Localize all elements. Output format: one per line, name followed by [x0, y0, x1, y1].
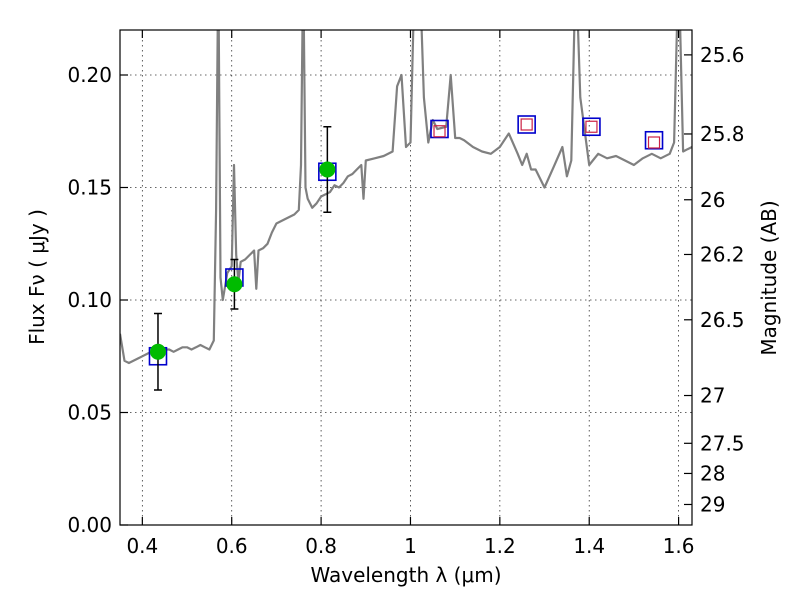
x-tick-label: 1.4 [573, 534, 605, 558]
y-tick-label: 0.05 [67, 401, 112, 425]
observed-point [149, 343, 166, 360]
upper-limit-point [433, 125, 446, 138]
model-band-point [430, 119, 449, 139]
model-band-point [644, 130, 664, 150]
mag-tick-label: 25.6 [700, 43, 745, 67]
observed-point [226, 276, 243, 293]
grid-lines [120, 30, 692, 526]
x-tick-label: 0.6 [216, 534, 248, 558]
x-tick-label: 1 [404, 534, 417, 558]
mag-tick-label: 25.8 [700, 122, 745, 146]
y-tick-label: 0.15 [67, 176, 112, 200]
y-axis-label: Flux Fν ( μJy ) [25, 209, 49, 345]
mag-tick-label: 27 [700, 384, 725, 408]
y-tick-label: 0.20 [67, 63, 112, 87]
mag-tick-label: 26.2 [700, 242, 745, 266]
upper-limit-point [647, 136, 661, 149]
model-band-point [582, 117, 601, 137]
plot-series [120, 30, 692, 365]
y2-axis-label: Magnitude (AB) [757, 200, 781, 355]
mag-tick-label: 29 [700, 492, 725, 516]
plot-markers [148, 115, 664, 391]
x-tick-label: 0.4 [126, 534, 158, 558]
model-band-point [517, 115, 536, 134]
mag-tick-label: 26.5 [700, 308, 745, 332]
model-spectrum-line [120, 30, 692, 365]
y-tick-label: 0.00 [67, 513, 112, 537]
x-axis-label: Wavelength λ (μm) [310, 563, 501, 587]
x-tick-label: 1.6 [663, 534, 695, 558]
plot-frame [119, 29, 693, 526]
mag-tick-label: 28 [700, 461, 725, 485]
observed-point [319, 161, 336, 178]
mag-tick-label: 27.5 [700, 431, 745, 455]
upper-limit-point [585, 120, 598, 133]
mag-tick-label: 26 [700, 188, 725, 212]
axis-ticks: 0.4 0.6 0.8 1 1.2 1.4 1.6 0.00 0.05 0.10 0.15 0.20 2… [67, 30, 745, 558]
x-tick-label: 1.2 [484, 534, 516, 558]
x-tick-label: 0.8 [305, 534, 337, 558]
y-tick-label: 0.10 [67, 288, 112, 312]
upper-limit-point [520, 118, 533, 131]
